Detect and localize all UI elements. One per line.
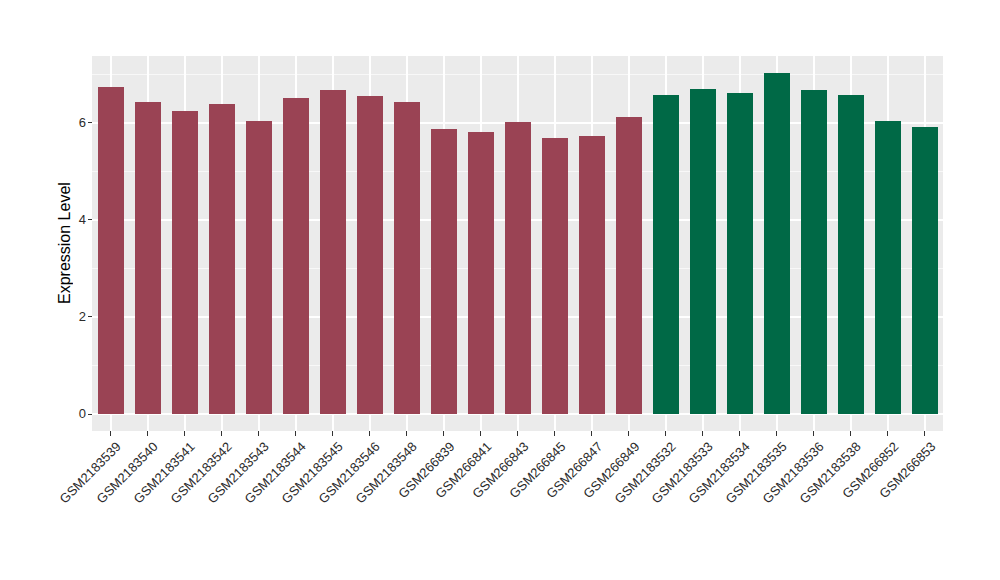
x-tick-mark (850, 431, 851, 436)
bar-slot (536, 56, 573, 431)
bar-GSM2183543 (246, 121, 272, 414)
bar-GSM2183533 (690, 89, 716, 414)
y-axis-title: Expression Level (54, 56, 76, 431)
bar-slot (203, 56, 240, 431)
bar-slot (425, 56, 462, 431)
bar-GSM2183536 (801, 90, 827, 414)
bar-GSM2183548 (394, 102, 420, 414)
x-tick-mark (184, 431, 185, 436)
bar-slot (129, 56, 166, 431)
y-tick-label: 4 (79, 212, 86, 228)
x-tick-mark (517, 431, 518, 436)
bar-slot (388, 56, 425, 431)
bar-slot (499, 56, 536, 431)
bar-GSM2183540 (135, 102, 161, 414)
x-tick-mark (443, 431, 444, 436)
bar-GSM266853 (912, 127, 938, 414)
bar-slot (462, 56, 499, 431)
x-tick-mark (887, 431, 888, 436)
bar-slot (92, 56, 129, 431)
bar-slot (166, 56, 203, 431)
bar-GSM266852 (875, 121, 901, 414)
bar-slot (277, 56, 314, 431)
bar-slot (795, 56, 832, 431)
bar-GSM266843 (505, 122, 531, 415)
bar-slot (906, 56, 943, 431)
y-tick-label: 0 (79, 406, 86, 422)
x-tick-mark (813, 431, 814, 436)
y-tick-mark (88, 122, 92, 123)
y-tick-mark (88, 316, 92, 317)
bar-slot (351, 56, 388, 431)
bar-GSM2183546 (357, 96, 383, 414)
x-tick-mark (628, 431, 629, 436)
x-tick-mark (591, 431, 592, 436)
x-tick-mark (665, 431, 666, 436)
bar-GSM266841 (468, 132, 494, 414)
bar-slot (684, 56, 721, 431)
x-tick-mark (295, 431, 296, 436)
x-tick-mark (776, 431, 777, 436)
bar-GSM2183541 (172, 111, 198, 414)
bar-slot (647, 56, 684, 431)
bar-slot (758, 56, 795, 431)
x-tick-mark (369, 431, 370, 436)
y-tick-mark (88, 219, 92, 220)
bar-GSM266839 (431, 129, 457, 414)
bar-GSM266845 (542, 138, 568, 414)
x-tick-mark (739, 431, 740, 436)
x-tick-mark (702, 431, 703, 436)
bar-GSM2183535 (764, 73, 790, 414)
bar-GSM2183542 (209, 104, 235, 414)
x-tick-mark (406, 431, 407, 436)
bar-GSM2183539 (98, 87, 124, 414)
bar-slot (869, 56, 906, 431)
bar-slot (573, 56, 610, 431)
bar-GSM2183538 (838, 95, 864, 414)
bar-GSM2183532 (653, 95, 679, 414)
x-tick-mark (147, 431, 148, 436)
y-tick-mark (88, 414, 92, 415)
bar-slot (832, 56, 869, 431)
bar-GSM2183534 (727, 93, 753, 414)
bar-GSM266849 (616, 117, 642, 414)
x-tick-mark (221, 431, 222, 436)
x-tick-mark (258, 431, 259, 436)
bar-slot (610, 56, 647, 431)
x-tick-mark (332, 431, 333, 436)
bar-GSM2183545 (320, 90, 346, 414)
y-tick-label: 2 (79, 309, 86, 325)
expression-bar-chart: Expression Level 0246GSM2183539GSM218354… (0, 0, 1000, 580)
bar-slots (92, 56, 943, 431)
bar-slot (240, 56, 277, 431)
x-tick-mark (110, 431, 111, 436)
bar-slot (721, 56, 758, 431)
plot-panel (92, 56, 943, 431)
x-tick-mark (924, 431, 925, 436)
y-tick-label: 6 (79, 115, 86, 131)
bar-slot (314, 56, 351, 431)
bar-GSM2183544 (283, 98, 309, 414)
x-tick-mark (480, 431, 481, 436)
bar-GSM266847 (579, 136, 605, 414)
x-tick-mark (554, 431, 555, 436)
